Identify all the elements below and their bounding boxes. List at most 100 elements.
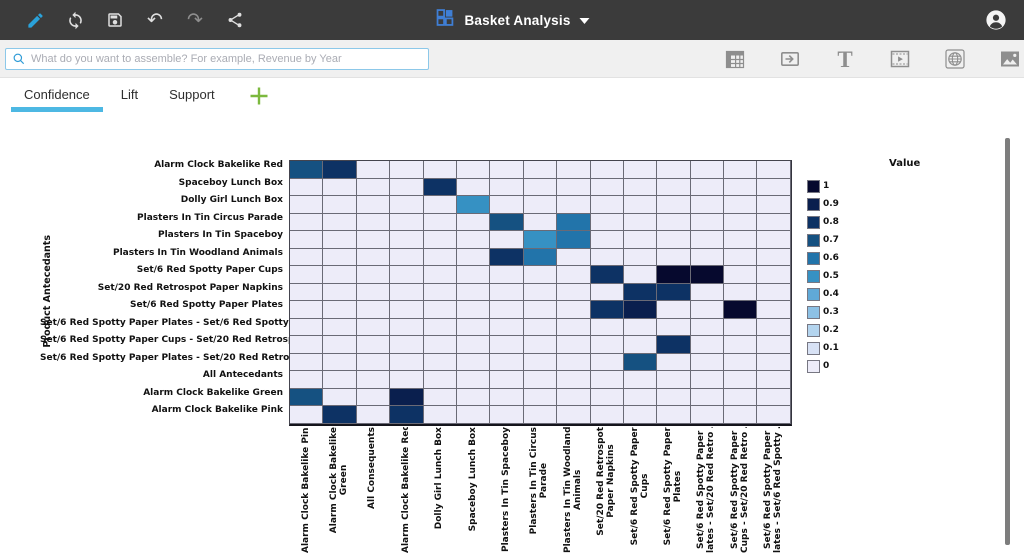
- heatmap-cell[interactable]: [657, 283, 691, 302]
- heatmap-cell[interactable]: [456, 231, 491, 249]
- heatmap-cell[interactable]: [490, 248, 524, 267]
- heatmap-cell[interactable]: [523, 178, 558, 197]
- heatmap-cell[interactable]: [456, 196, 491, 214]
- heatmap-cell[interactable]: [523, 388, 558, 407]
- tab-lift[interactable]: Lift: [120, 87, 139, 102]
- heatmap-cell[interactable]: [490, 231, 524, 249]
- heatmap-cell[interactable]: [623, 196, 658, 214]
- add-tab-button[interactable]: [248, 85, 270, 112]
- heatmap-cell[interactable]: [423, 213, 457, 232]
- heatmap-cell[interactable]: [557, 231, 591, 249]
- heatmap-cell[interactable]: [590, 388, 624, 407]
- heatmap-cell[interactable]: [724, 371, 758, 389]
- heatmap-cell[interactable]: [590, 353, 624, 372]
- heatmap-cell[interactable]: [523, 406, 558, 424]
- heatmap-cell[interactable]: [557, 266, 591, 284]
- heatmap-cell[interactable]: [757, 371, 791, 389]
- heatmap-cell[interactable]: [490, 318, 524, 337]
- heatmap-cell[interactable]: [390, 161, 424, 179]
- heatmap-cell[interactable]: [356, 406, 391, 424]
- share-icon[interactable]: [224, 9, 246, 31]
- heatmap-cell[interactable]: [490, 283, 524, 302]
- edit-icon[interactable]: [24, 9, 46, 31]
- heatmap-cell[interactable]: [623, 353, 658, 372]
- heatmap-cell[interactable]: [623, 266, 658, 284]
- heatmap-cell[interactable]: [490, 196, 524, 214]
- heatmap-cell[interactable]: [490, 178, 524, 197]
- heatmap-cell[interactable]: [757, 388, 791, 407]
- heatmap-cell[interactable]: [456, 353, 491, 372]
- search-input[interactable]: [26, 53, 428, 65]
- heatmap-cell[interactable]: [623, 161, 658, 179]
- heatmap-cell[interactable]: [724, 213, 758, 232]
- heatmap-cell[interactable]: [657, 371, 691, 389]
- heatmap-cell[interactable]: [623, 406, 658, 424]
- heatmap-cell[interactable]: [456, 371, 491, 389]
- heatmap-cell[interactable]: [423, 161, 457, 179]
- heatmap-cell[interactable]: [323, 336, 357, 354]
- heatmap-cell[interactable]: [323, 388, 357, 407]
- heatmap-cell[interactable]: [423, 388, 457, 407]
- heatmap-cell[interactable]: [757, 266, 791, 284]
- heatmap-cell[interactable]: [724, 353, 758, 372]
- heatmap-cell[interactable]: [724, 178, 758, 197]
- heatmap-cell[interactable]: [657, 178, 691, 197]
- heatmap-cell[interactable]: [690, 266, 725, 284]
- heatmap-cell[interactable]: [356, 248, 391, 267]
- heatmap-cell[interactable]: [757, 406, 791, 424]
- heatmap-cell[interactable]: [757, 336, 791, 354]
- heatmap-cell[interactable]: [690, 318, 725, 337]
- heatmap-cell[interactable]: [390, 318, 424, 337]
- heatmap-cell[interactable]: [623, 371, 658, 389]
- heatmap-cell[interactable]: [757, 178, 791, 197]
- heatmap-cell[interactable]: [557, 248, 591, 267]
- heatmap-cell[interactable]: [557, 178, 591, 197]
- heatmap-cell[interactable]: [590, 213, 624, 232]
- heatmap-cell[interactable]: [590, 301, 624, 319]
- page-selector[interactable]: Basket Analysis: [434, 0, 590, 40]
- heatmap-cell[interactable]: [590, 196, 624, 214]
- input-control-icon[interactable]: [777, 46, 803, 72]
- heatmap-cell[interactable]: [390, 388, 424, 407]
- heatmap-cell[interactable]: [490, 213, 524, 232]
- heatmap-cell[interactable]: [490, 301, 524, 319]
- heatmap-cell[interactable]: [757, 213, 791, 232]
- heatmap-cell[interactable]: [456, 406, 491, 424]
- heatmap-cell[interactable]: [690, 371, 725, 389]
- undo-icon[interactable]: ↶: [144, 9, 166, 31]
- heatmap-cell[interactable]: [690, 248, 725, 267]
- heatmap-cell[interactable]: [356, 353, 391, 372]
- heatmap-cell[interactable]: [690, 301, 725, 319]
- heatmap-cell[interactable]: [557, 213, 591, 232]
- heatmap-cell[interactable]: [356, 161, 391, 179]
- heatmap-cell[interactable]: [356, 196, 391, 214]
- heatmap-cell[interactable]: [657, 266, 691, 284]
- heatmap-cell[interactable]: [557, 318, 591, 337]
- refresh-icon[interactable]: [64, 9, 86, 31]
- heatmap-cell[interactable]: [590, 161, 624, 179]
- heatmap-cell[interactable]: [623, 178, 658, 197]
- heatmap-cell[interactable]: [757, 301, 791, 319]
- heatmap-cell[interactable]: [757, 283, 791, 302]
- heatmap-cell[interactable]: [657, 301, 691, 319]
- heatmap-cell[interactable]: [557, 283, 591, 302]
- heatmap-cell[interactable]: [490, 406, 524, 424]
- heatmap-cell[interactable]: [290, 336, 324, 354]
- heatmap-cell[interactable]: [623, 248, 658, 267]
- media-icon[interactable]: [887, 46, 913, 72]
- heatmap-cell[interactable]: [523, 161, 558, 179]
- heatmap-cell[interactable]: [657, 388, 691, 407]
- heatmap-cell[interactable]: [724, 336, 758, 354]
- heatmap-cell[interactable]: [523, 196, 558, 214]
- image-icon[interactable]: [997, 46, 1023, 72]
- heatmap-cell[interactable]: [490, 353, 524, 372]
- heatmap-cell[interactable]: [423, 406, 457, 424]
- heatmap-cell[interactable]: [523, 231, 558, 249]
- heatmap-cell[interactable]: [356, 266, 391, 284]
- heatmap-cell[interactable]: [356, 231, 391, 249]
- heatmap-cell[interactable]: [657, 248, 691, 267]
- heatmap-cell[interactable]: [290, 231, 324, 249]
- heatmap-cell[interactable]: [456, 248, 491, 267]
- heatmap-cell[interactable]: [623, 283, 658, 302]
- heatmap-cell[interactable]: [423, 248, 457, 267]
